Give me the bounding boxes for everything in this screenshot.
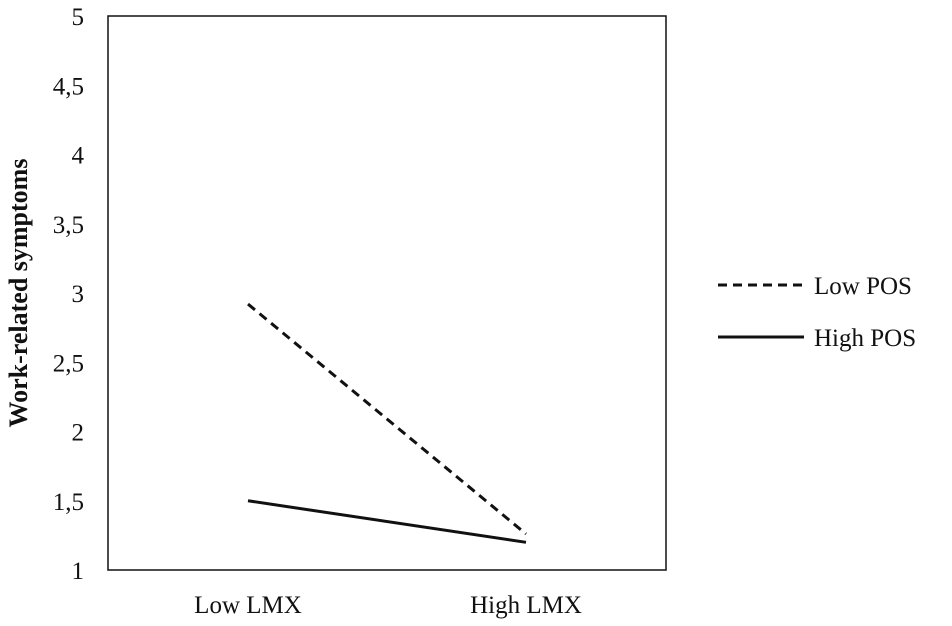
y-axis-ticks: 1 1,5 2 2,5 3 3,5 4 4,5 5 xyxy=(53,4,85,585)
legend-label: High POS xyxy=(814,325,916,352)
y-tick-label: 4,5 xyxy=(53,73,84,100)
y-tick-label: 2,5 xyxy=(53,350,84,377)
x-tick-label: High LMX xyxy=(470,592,582,619)
legend: Low POS High POS xyxy=(718,273,916,352)
series-line-low-pos xyxy=(247,302,527,536)
y-tick-label: 1,5 xyxy=(53,489,84,516)
series-line-high-pos xyxy=(247,499,527,544)
y-tick-label: 1 xyxy=(72,558,85,585)
y-tick-label: 2 xyxy=(72,420,85,447)
y-axis-label: Work-related symptoms xyxy=(4,159,33,428)
y-tick-label: 3 xyxy=(72,281,85,308)
y-tick-label: 4 xyxy=(72,143,85,170)
y-tick-label: 5 xyxy=(72,4,85,31)
x-tick-label: Low LMX xyxy=(194,592,302,619)
y-tick-label: 3,5 xyxy=(53,212,84,239)
x-axis-ticks: Low LMX High LMX xyxy=(194,592,582,619)
plot-area-frame xyxy=(107,15,667,571)
legend-label: Low POS xyxy=(814,273,912,300)
series-lines xyxy=(247,302,527,544)
